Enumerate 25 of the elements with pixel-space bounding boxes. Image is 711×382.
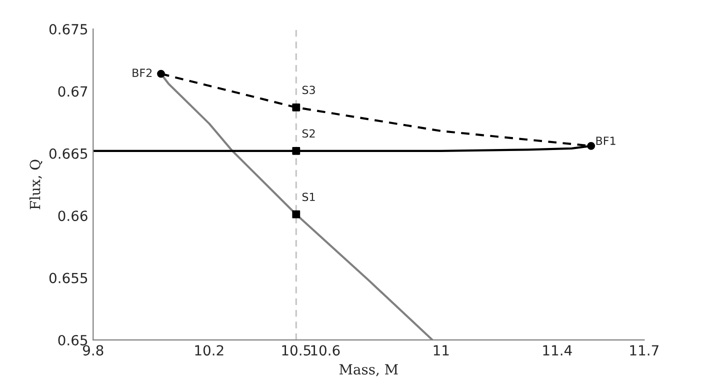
y-tick-label: 0.66	[58, 210, 88, 222]
y-tick-label: 0.67	[58, 86, 88, 97]
annotation: S3	[302, 86, 315, 94]
point	[292, 146, 300, 155]
annotation: S1	[302, 192, 315, 202]
point	[157, 70, 165, 78]
x-tick-label: 11.7	[630, 345, 658, 356]
y-axis-title: Flux, Q	[30, 160, 42, 210]
annotation: S2	[302, 129, 315, 138]
annotation: BF2	[132, 68, 152, 77]
y-tick-label: 0.675	[49, 24, 88, 35]
x-tick-label: 10.6	[311, 345, 340, 356]
annotation: BF1	[596, 136, 616, 145]
x-tick-label: 11.4	[543, 345, 572, 356]
x-tick-label: 10.5	[282, 345, 310, 356]
y-tick-label: 0.65	[58, 334, 88, 346]
y-tick-label: 0.655	[49, 272, 88, 284]
x-tick-label: 10.2	[195, 345, 224, 356]
x-tick-label: 9.8	[82, 345, 104, 356]
x-axis-title: Mass, M	[339, 364, 398, 376]
point	[587, 142, 596, 150]
y-tick-label: 0.665	[49, 148, 88, 159]
x-tick-label: 11	[434, 345, 449, 356]
point	[292, 103, 300, 112]
point	[292, 210, 300, 218]
